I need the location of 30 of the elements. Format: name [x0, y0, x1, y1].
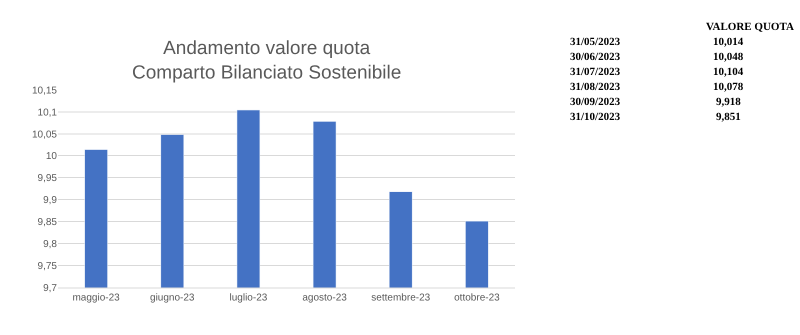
text: 31/10/2023 [570, 111, 621, 123]
x-tick-label: luglio-23 [230, 292, 268, 304]
y-tick-label: 10,1 [38, 107, 58, 118]
text: 10,078 [713, 81, 744, 93]
text: 31/07/2023 [570, 66, 621, 78]
x-tick-label: agosto-23 [302, 292, 348, 304]
y-tick-label: 10,05 [32, 129, 58, 140]
text: 30/09/2023 [570, 96, 621, 108]
text: 10,104 [713, 66, 744, 78]
y-tick-label: 9,95 [38, 173, 58, 184]
text: 10,048 [713, 51, 744, 63]
y-tick-label: 10 [46, 151, 58, 162]
text: 30/06/2023 [570, 51, 621, 63]
y-tick-label: 9,9 [43, 195, 58, 206]
y-tick-label: 9,7 [43, 283, 58, 294]
chart-title: Andamento valore quota Comparto Bilanciato Sostenibile [132, 38, 402, 84]
text: 31/05/2023 [570, 36, 621, 48]
x-tick-label: settembre-23 [371, 292, 431, 304]
text: 9,918 [716, 96, 742, 108]
x-tick-label: giugno-23 [150, 292, 195, 304]
text: 10,014 [713, 36, 744, 48]
text: 9,851 [716, 111, 741, 123]
text: VALORE QUOTA [706, 21, 794, 33]
y-tick-label: 10,15 [32, 85, 58, 96]
text: 31/08/2023 [570, 81, 621, 93]
y-tick-label: 9,85 [38, 217, 58, 228]
x-tick-label: maggio-23 [72, 292, 120, 304]
y-tick-label: 9,75 [38, 261, 58, 272]
y-tick-label: 9,8 [43, 239, 58, 250]
x-tick-label: ottobre-23 [454, 292, 500, 304]
